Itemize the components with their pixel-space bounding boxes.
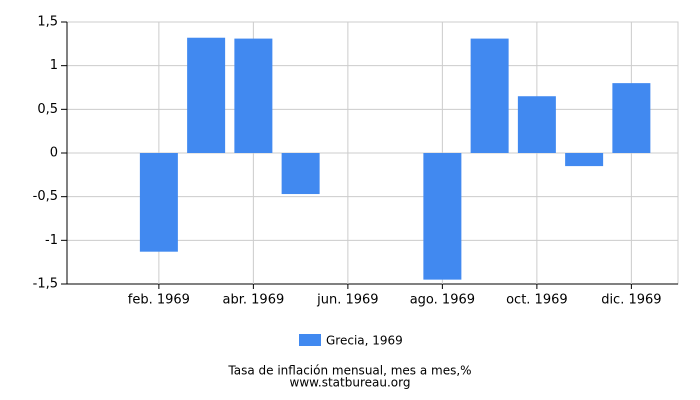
y-tick-label: 0,5 [37,102,58,117]
bar [139,153,178,252]
y-tick-label: -1,5 [33,277,58,292]
y-tick-label: -0,5 [33,189,58,204]
x-tick-label: oct. 1969 [506,293,568,308]
bar [187,37,226,153]
bar [612,83,651,153]
x-tick-label: abr. 1969 [223,293,285,308]
x-tick-label: dic. 1969 [601,293,661,308]
bar [470,38,509,153]
y-tick-label: 0 [50,146,58,161]
caption: Tasa de inflación mensual, mes a mes,% [227,364,471,378]
x-tick-label: jun. 1969 [316,293,378,308]
legend-label: Grecia, 1969 [326,334,403,348]
source: www.statbureau.org [290,376,411,390]
bar [234,38,273,153]
x-tick-label: ago. 1969 [410,293,475,308]
bar [281,153,320,195]
bar [423,153,462,280]
y-tick-label: -1 [45,233,58,248]
y-tick-label: 1 [50,58,58,73]
x-tick-label: feb. 1969 [128,293,190,308]
bar [565,153,604,167]
bar [517,96,556,153]
y-tick-label: 1,5 [37,15,58,30]
legend-swatch [299,334,321,346]
